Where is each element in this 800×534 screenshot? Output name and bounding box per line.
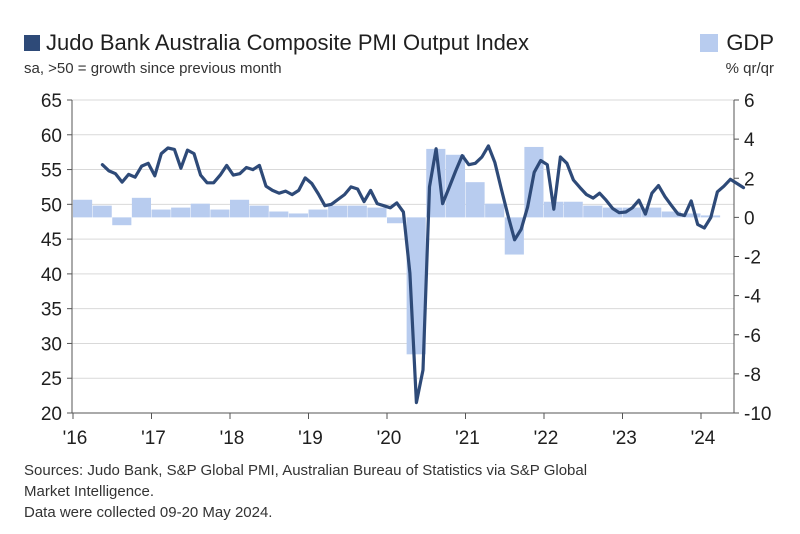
source-note-line-2: Market Intelligence.	[24, 483, 155, 500]
gdp-bar	[269, 211, 289, 218]
gdp-bar	[92, 205, 112, 218]
left-tick-label: 25	[41, 369, 62, 390]
gdp-bar	[485, 203, 505, 218]
gdp-bar	[249, 205, 269, 218]
gdp-bar	[230, 199, 250, 218]
gdp-bar	[171, 207, 191, 218]
gdp-bar	[367, 207, 387, 218]
x-tick-label: '17	[141, 428, 166, 449]
pmi-legend-swatch	[24, 35, 40, 51]
gdp-bar	[563, 201, 583, 218]
chart-title-row: Judo Bank Australia Composite PMI Output…	[24, 30, 529, 56]
right-tick-label: -10	[744, 404, 771, 425]
pmi-line-group	[100, 144, 746, 405]
axes	[67, 99, 739, 419]
gdp-bar	[210, 209, 230, 218]
x-tick-label: '23	[612, 428, 637, 449]
x-tick-label: '22	[534, 428, 559, 449]
gridlines	[72, 99, 734, 379]
right-axis-unit: % qr/qr	[725, 60, 774, 77]
left-tick-label: 30	[41, 334, 62, 355]
gdp-bar	[583, 205, 603, 218]
gdp-bar	[112, 217, 132, 226]
gdp-bar	[328, 205, 348, 218]
right-tick-label: -2	[744, 248, 761, 269]
chart-title: Judo Bank Australia Composite PMI Output…	[46, 30, 530, 55]
right-tick-label: -6	[744, 326, 761, 347]
gdp-bars	[73, 146, 721, 355]
pmi-line	[100, 144, 746, 405]
left-tick-label: 65	[41, 91, 62, 112]
right-tick-label: 0	[744, 208, 755, 229]
right-tick-label: 4	[744, 130, 755, 151]
gdp-bar	[347, 205, 367, 218]
gdp-legend-swatch	[700, 34, 719, 52]
gdp-bar	[642, 207, 662, 218]
right-tick-label: 6	[744, 91, 755, 112]
left-tick-label: 35	[41, 300, 62, 321]
x-tick-label: '24	[691, 428, 716, 449]
chart-subtitle: sa, >50 = growth since previous month	[24, 60, 282, 77]
tick-labels: 20 25 30 35 40 45 50 55 60 65 -10 -8 -6 -4 -2 0 2 4 6 '16 '1…	[41, 91, 772, 449]
x-tick-label: '18	[220, 428, 245, 449]
left-tick-label: 45	[41, 230, 62, 251]
left-tick-label: 50	[41, 195, 62, 216]
gdp-bar	[465, 182, 485, 218]
left-tick-label: 60	[41, 126, 62, 147]
x-tick-label: '19	[298, 428, 323, 449]
chart-footer: Sources: Judo Bank, S&P Global PMI, Aust…	[24, 460, 784, 523]
left-tick-label: 55	[41, 161, 62, 182]
x-tick-label: '20	[377, 428, 402, 449]
gdp-bar	[661, 211, 681, 218]
gdp-bar	[190, 203, 210, 218]
gdp-bar	[622, 207, 642, 218]
x-tick-label: '16	[63, 428, 88, 449]
right-tick-label: -4	[744, 287, 761, 308]
right-tick-label: 2	[744, 169, 755, 190]
left-tick-label: 40	[41, 265, 62, 286]
gdp-bar	[308, 209, 328, 218]
source-note-line-1: Sources: Judo Bank, S&P Global PMI, Aust…	[24, 462, 588, 479]
right-tick-label: -8	[744, 365, 761, 386]
x-tick-label: '21	[455, 428, 480, 449]
gdp-bar	[387, 217, 407, 224]
gdp-bar	[73, 199, 93, 218]
gdp-bar	[131, 197, 151, 218]
gdp-legend: GDP	[700, 30, 774, 56]
gdp-bar	[445, 154, 465, 218]
collection-note: Data were collected 09-20 May 2024.	[24, 504, 273, 521]
gdp-bar	[681, 213, 701, 218]
gdp-bar	[288, 213, 308, 218]
gdp-bar	[602, 207, 622, 218]
left-tick-label: 20	[41, 404, 62, 425]
gdp-legend-label: GDP	[726, 30, 774, 55]
gdp-bar	[151, 209, 171, 218]
